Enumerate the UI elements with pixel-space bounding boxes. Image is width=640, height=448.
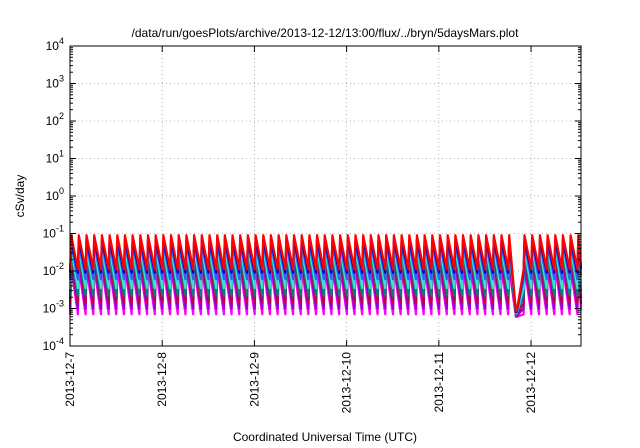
x-tick-label: 2013-12-8 [155, 352, 169, 407]
x-tick-label: 2013-12-7 [63, 352, 77, 407]
x-axis-label: Coordinated Universal Time (UTC) [233, 430, 417, 444]
y-tick-exponent: 2 [59, 111, 64, 121]
x-tick-label: 2013-12-12 [524, 352, 538, 414]
x-tick-label: 2013-12-10 [340, 352, 354, 414]
x-tick-label: 2013-12-9 [247, 352, 261, 407]
y-axis-label: cSv/day [13, 175, 27, 218]
y-tick-exponent: 4 [59, 36, 64, 46]
series-line [68, 234, 583, 313]
y-tick-exponent: -4 [56, 336, 64, 346]
y-tick-exponent: -1 [56, 224, 64, 234]
x-axis: 2013-12-7 2013-12-8 2013-12-9 2013-12-10 201… [63, 46, 538, 413]
y-tick-exponent: 3 [59, 74, 64, 84]
x-tick-label: 2013-12-11 [432, 352, 446, 413]
y-tick-exponent: -2 [56, 261, 64, 271]
data-series [68, 234, 583, 318]
y-tick-exponent: 1 [59, 149, 64, 159]
y-tick-exponent: -3 [56, 299, 64, 309]
y-tick-exponent: 0 [59, 186, 64, 196]
chart-title: /data/run/goesPlots/archive/2013-12-12/1… [132, 26, 520, 40]
